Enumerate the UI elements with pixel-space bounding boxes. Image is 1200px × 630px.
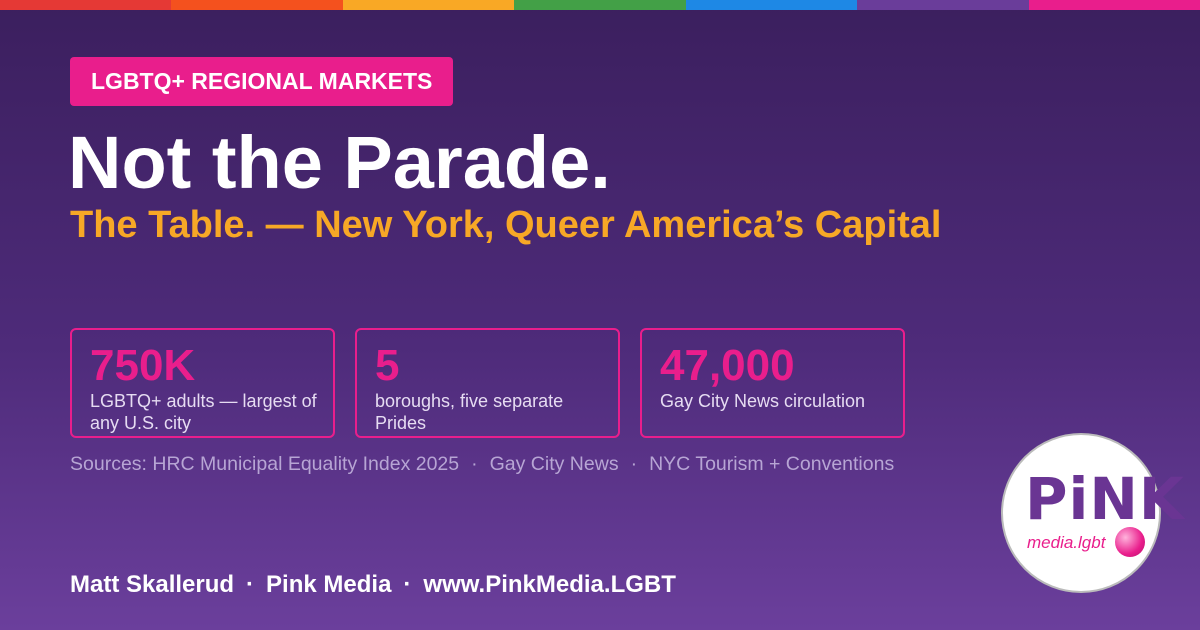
logo-ball [1115,527,1145,557]
stat-value: 5 [375,341,400,390]
sources-item: Sources: HRC Municipal Equality Index 20… [70,453,460,475]
sources: Sources: HRC Municipal Equality Index 20… [70,452,894,476]
stat-value: 750K [90,341,196,390]
footer: Matt Skallerud · Pink Media · www.PinkMedia.… [70,570,676,600]
footer-item: www.PinkMedia.LGBT [423,571,676,598]
rainbow-bar [0,0,1200,10]
stat-value: 47,000 [660,341,795,390]
stat-label: LGBTQ+ adults — largest of any U.S. city [90,391,317,433]
subtitle: The Table. — New York, Queer America’s C… [70,204,942,246]
separator: · [246,571,255,598]
sources-item: Gay City News [489,453,619,475]
stats: 750K LGBTQ+ adults — largest of any U.S. … [70,328,905,438]
separator: · [471,453,478,475]
stat-label: Gay City News circulation [660,391,866,411]
logo: PiNK media.lgbt [1001,433,1184,593]
tag: LGBTQ+ REGIONAL MARKETS [70,57,454,106]
separator: · [630,453,638,475]
logo-subtext: media.lgbt [1027,533,1106,552]
footer-item: Pink Media [266,571,392,598]
stat-card: 5 boroughs, five separate Prides [355,328,620,438]
logo-wordmark: PiNK [1025,465,1185,533]
stat-label: boroughs, five separate Prides [375,391,564,433]
stat-card: 750K LGBTQ+ adults — largest of any U.S. … [70,328,335,438]
footer-item: Matt Skallerud [70,571,235,598]
separator: · [403,571,412,598]
title: Not the Parade. [68,121,611,204]
sources-item: NYC Tourism + Conventions [649,453,895,475]
stat-card: 47,000 Gay City News circulation [640,328,905,438]
